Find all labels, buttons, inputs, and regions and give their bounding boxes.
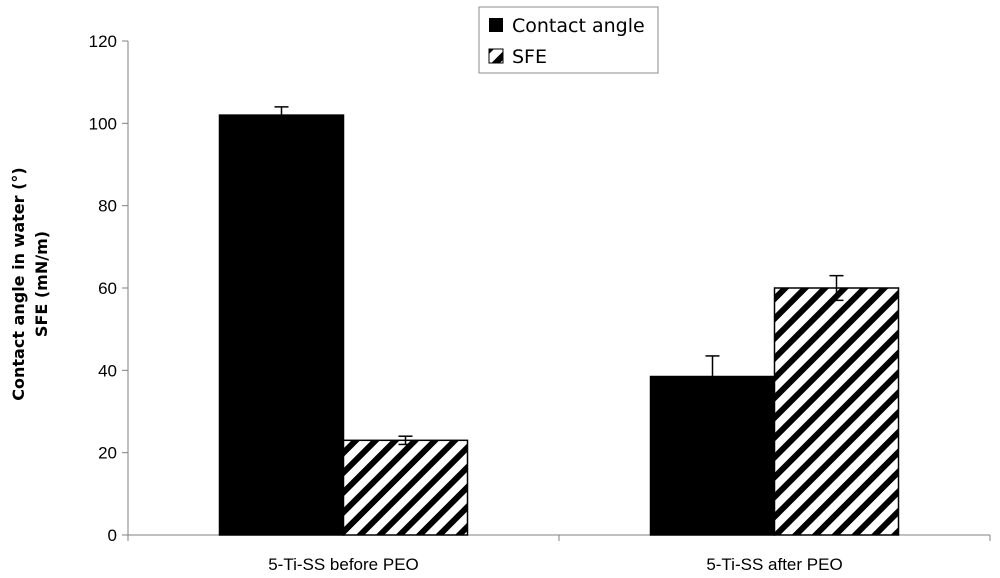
y-tick-label: 40 <box>98 361 117 380</box>
x-category-label: 5-Ti-SS before PEO <box>268 555 419 574</box>
y-tick-label: 120 <box>89 32 117 51</box>
legend-label-sfe: SFE <box>512 46 547 68</box>
y-tick-label: 100 <box>89 114 117 133</box>
x-category-label: 5-Ti-SS after PEO <box>706 555 842 574</box>
bar-sfe <box>773 287 900 536</box>
y-tick-label: 80 <box>98 197 117 216</box>
legend-label-contact-angle: Contact angle <box>512 15 645 37</box>
y-axis-title-line1: Contact angle in water (°) <box>9 167 28 400</box>
legend-swatch-sfe <box>488 48 504 64</box>
bar-sfe <box>342 439 469 536</box>
legend-swatch-contact-angle <box>489 18 503 32</box>
legend: Contact angle SFE <box>478 6 659 74</box>
y-axis-title-line2: SFE (mN/m) <box>32 231 51 337</box>
y-tick-label: 20 <box>98 444 117 463</box>
y-tick-label: 60 <box>98 279 117 298</box>
y-axis-title: Contact angle in water (°) SFE (mN/m) <box>9 167 51 400</box>
legend-box <box>478 6 659 74</box>
bar-contact-angle <box>649 375 776 536</box>
plot-area: 0 20 40 60 80 100 120 5-Ti-SS before PEO 5-Ti-SS… <box>89 32 991 574</box>
bar-contact-angle <box>218 114 345 536</box>
y-tick-label: 0 <box>108 526 117 545</box>
